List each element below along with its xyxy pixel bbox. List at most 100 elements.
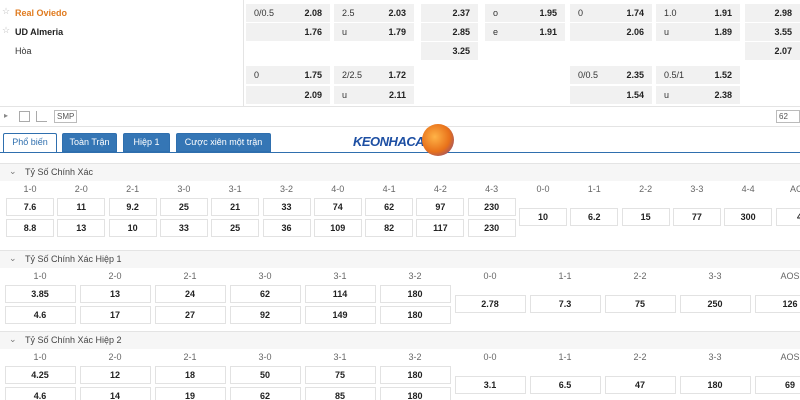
odds[interactable]: 2.03 — [388, 8, 406, 18]
odds[interactable]: 114 — [332, 289, 348, 299]
page-size[interactable]: 62 — [776, 110, 800, 123]
odds[interactable]: 10 — [127, 223, 138, 233]
odds[interactable]: 7.3 — [558, 299, 572, 309]
odds[interactable]: 85 — [334, 391, 345, 400]
odds[interactable]: 149 — [332, 310, 348, 320]
odds[interactable]: 25 — [178, 202, 189, 212]
odds[interactable]: 3.25 — [452, 46, 470, 56]
odds[interactable]: 3.1 — [483, 380, 497, 390]
tab[interactable]: Hiệp 1 — [123, 133, 170, 152]
odds[interactable]: 2.78 — [481, 299, 499, 309]
format-button[interactable]: SMP — [54, 110, 78, 123]
odds[interactable]: 6.2 — [588, 212, 601, 222]
odds[interactable]: 33 — [281, 202, 292, 212]
odds[interactable]: 3.85 — [31, 289, 49, 299]
odds[interactable]: 2.85 — [452, 27, 470, 37]
tab[interactable]: Toàn Trận — [62, 133, 117, 152]
odds[interactable]: 1.91 — [539, 27, 557, 37]
score-label: 3-0 — [177, 184, 191, 194]
odds[interactable]: 15 — [640, 212, 651, 222]
odds-box — [365, 219, 414, 237]
odds[interactable]: 1.76 — [304, 27, 322, 37]
odds[interactable]: 62 — [259, 289, 270, 299]
odds[interactable]: 2.08 — [304, 8, 322, 18]
odds[interactable]: 180 — [707, 380, 723, 390]
odds[interactable]: 27 — [184, 310, 195, 320]
odds[interactable]: 300 — [740, 212, 756, 222]
odds-box — [211, 198, 260, 216]
odds[interactable]: 180 — [407, 289, 423, 299]
odds[interactable]: 33 — [178, 223, 189, 233]
odds[interactable]: 109 — [330, 223, 346, 233]
odds[interactable]: 77 — [691, 212, 702, 222]
odds[interactable]: 2.11 — [388, 90, 406, 100]
odds[interactable]: 4.25 — [31, 370, 49, 380]
odds[interactable]: 180 — [407, 310, 423, 320]
odds-box — [57, 198, 106, 216]
odds[interactable]: 1.72 — [388, 70, 406, 80]
line: 0 — [254, 70, 260, 80]
odds[interactable]: 75 — [634, 299, 645, 309]
odds[interactable]: 69 — [784, 380, 795, 390]
odds[interactable]: 2.06 — [626, 27, 644, 37]
odds[interactable]: 1.91 — [714, 8, 732, 18]
odds[interactable]: 25 — [230, 223, 241, 233]
odds[interactable]: 1.89 — [714, 27, 732, 37]
odds[interactable]: 17 — [109, 310, 120, 320]
odds[interactable]: 92 — [259, 310, 270, 320]
odds[interactable]: 180 — [407, 391, 423, 400]
odds[interactable]: 1.75 — [304, 70, 322, 80]
odds[interactable]: 4.6 — [33, 391, 47, 400]
odds[interactable]: 14 — [109, 391, 120, 400]
odds[interactable]: 13 — [76, 223, 87, 233]
odds[interactable]: 12 — [109, 370, 120, 380]
odds[interactable]: 250 — [707, 299, 723, 309]
odds[interactable]: 1.95 — [539, 8, 557, 18]
odds[interactable]: 2.37 — [452, 8, 470, 18]
odds[interactable]: 21 — [230, 202, 241, 212]
odds[interactable]: 62 — [384, 202, 395, 212]
odds[interactable]: 8.8 — [23, 223, 37, 233]
odds[interactable]: 13 — [109, 289, 120, 299]
odds[interactable]: 117 — [433, 223, 448, 233]
odds[interactable]: 75 — [334, 370, 345, 380]
odds[interactable]: 180 — [407, 370, 423, 380]
tab[interactable]: Phổ biến — [3, 133, 57, 152]
odds[interactable]: 10 — [537, 212, 548, 222]
odds[interactable]: 1.74 — [626, 8, 644, 18]
odds[interactable]: 74 — [332, 202, 343, 212]
odds[interactable]: 4 — [796, 212, 800, 222]
line: e — [493, 27, 499, 37]
odds[interactable]: 3.55 — [774, 27, 792, 37]
odds[interactable]: 230 — [484, 202, 500, 212]
odds[interactable]: 2.07 — [774, 46, 792, 56]
odds[interactable]: 62 — [259, 391, 270, 400]
score-label: 3-3 — [708, 271, 722, 281]
odds[interactable]: 47 — [634, 380, 645, 390]
odds[interactable]: 9.2 — [126, 202, 139, 212]
odds[interactable]: 36 — [281, 223, 292, 233]
odds[interactable]: 18 — [184, 370, 195, 380]
score-label: 1-0 — [23, 184, 37, 194]
odds[interactable]: 50 — [259, 370, 270, 380]
odds[interactable]: 1.52 — [714, 70, 732, 80]
odds[interactable]: 2.38 — [714, 90, 732, 100]
odds[interactable]: 19 — [184, 391, 195, 400]
odds[interactable]: 1.79 — [388, 27, 406, 37]
odds-box — [79, 306, 151, 324]
odds[interactable]: 2.09 — [304, 90, 322, 100]
odds[interactable]: 126 — [782, 299, 798, 309]
odds[interactable]: 97 — [435, 202, 446, 212]
odds[interactable]: 82 — [384, 223, 395, 233]
odds[interactable]: 1.54 — [626, 90, 644, 100]
odds[interactable]: 11 — [76, 202, 87, 212]
odds[interactable]: 4.6 — [33, 310, 47, 320]
odds[interactable]: 2.35 — [626, 70, 644, 80]
odds[interactable]: 6.5 — [558, 380, 572, 390]
odds[interactable]: 7.6 — [23, 202, 37, 212]
score-label: 3-2 — [408, 352, 422, 362]
tab[interactable]: Cược xiên một trận — [176, 133, 271, 152]
odds[interactable]: 230 — [484, 223, 500, 233]
odds[interactable]: 2.98 — [774, 8, 792, 18]
odds[interactable]: 24 — [184, 289, 195, 299]
